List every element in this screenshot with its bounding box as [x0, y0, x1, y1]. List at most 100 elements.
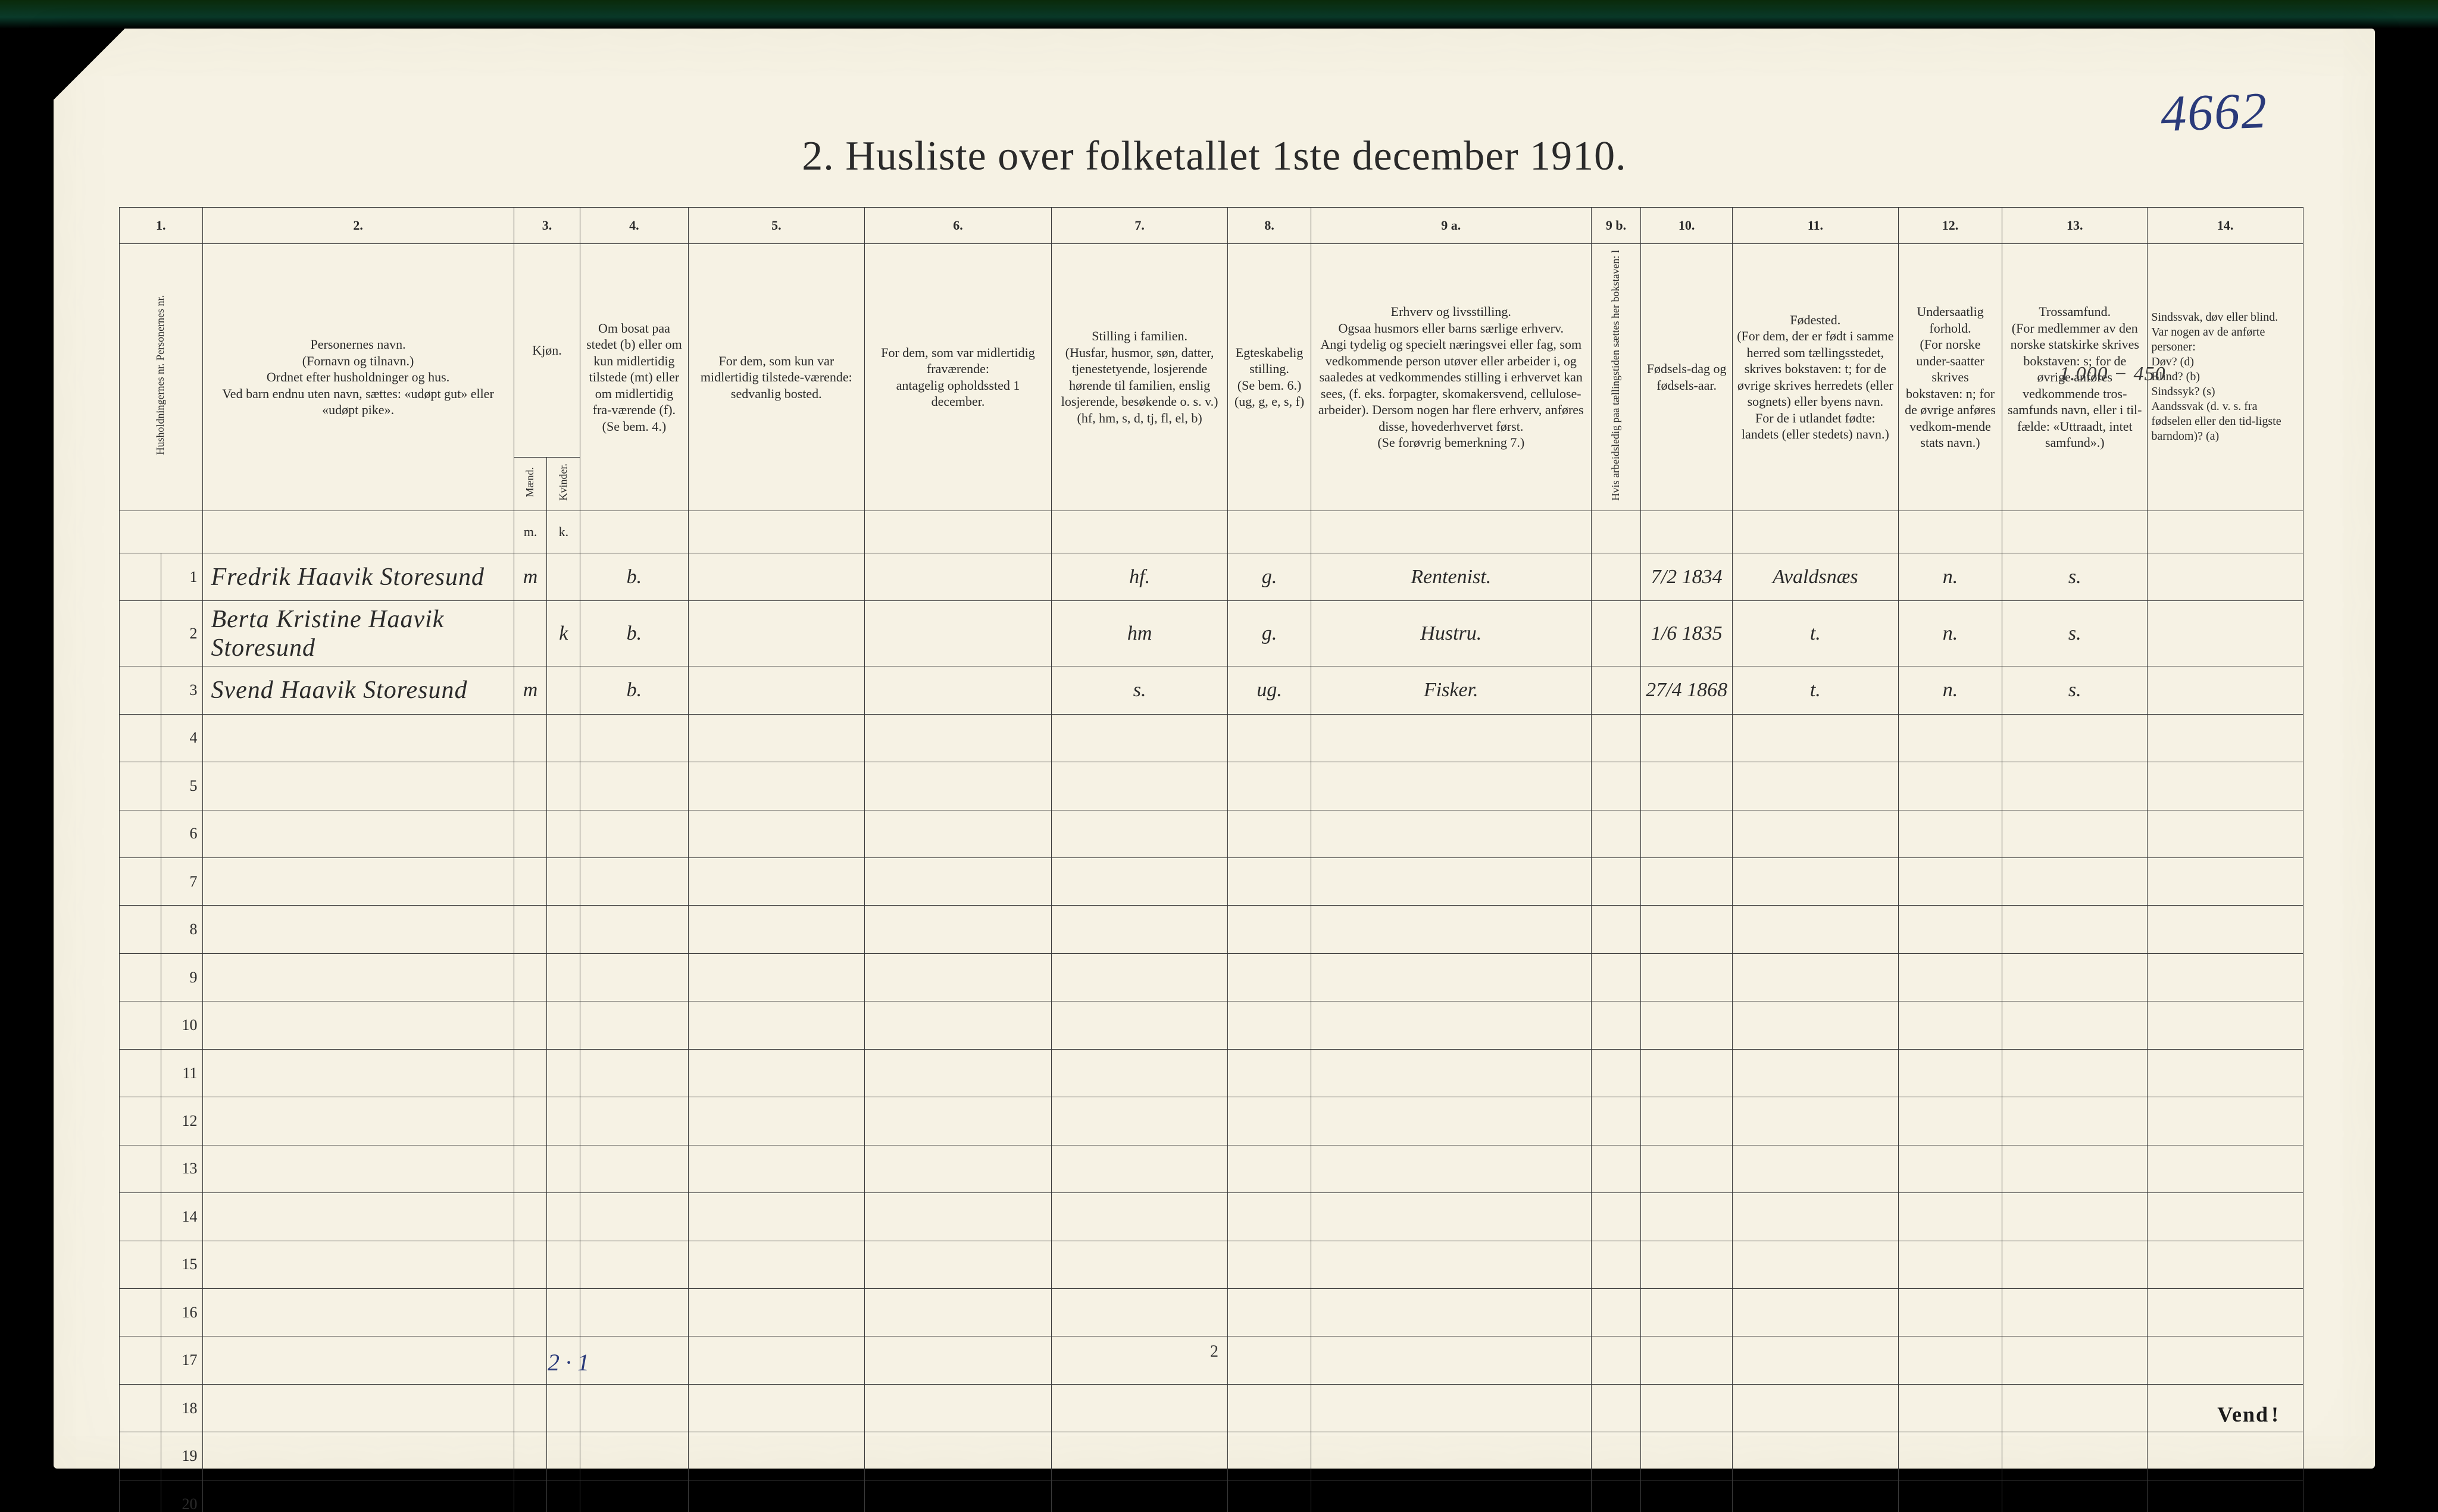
hdr-col12: Undersaatlig forhold. (For norske under-… — [1898, 244, 2002, 511]
cell: 8 — [161, 906, 202, 953]
cell — [1641, 1001, 1732, 1049]
cell — [1228, 1241, 1311, 1288]
cell: b. — [580, 553, 688, 600]
cell — [120, 1145, 161, 1192]
cell: 4 — [161, 714, 202, 762]
cell — [1311, 1241, 1591, 1288]
cell — [1732, 1001, 1898, 1049]
cell: 1/6 1835 — [1641, 601, 1732, 666]
cell — [1228, 1049, 1311, 1097]
hdr-col3: Kjøn. — [514, 244, 580, 458]
cell — [202, 953, 514, 1001]
cell — [2002, 1432, 2148, 1480]
cell — [514, 762, 547, 810]
cell — [1591, 601, 1641, 666]
cell — [580, 810, 688, 857]
cell — [1898, 906, 2002, 953]
cell — [1732, 1241, 1898, 1288]
cell — [580, 1480, 688, 1512]
header-row-labels: Husholdningernes nr. Personernes nr. Per… — [120, 244, 2303, 458]
cell: 16 — [161, 1288, 202, 1336]
cell — [1051, 1288, 1227, 1336]
table-head: 1. 2. 3. 4. 5. 6. 7. 8. 9 a. 9 b. 10. 11… — [120, 208, 2303, 553]
cell — [514, 1288, 547, 1336]
cell — [2148, 762, 2303, 810]
cell — [1591, 762, 1641, 810]
hdr-blank-9b — [1591, 511, 1641, 553]
cell — [1898, 1432, 2002, 1480]
cell — [1641, 714, 1732, 762]
cell — [1591, 1432, 1641, 1480]
cell — [865, 714, 1052, 762]
cell — [1641, 1288, 1732, 1336]
cell — [1228, 953, 1311, 1001]
cell — [514, 1145, 547, 1192]
hdr-col8: Egteskabelig stilling. (Se bem. 6.) (ug,… — [1228, 244, 1311, 511]
cell — [2002, 1049, 2148, 1097]
cell — [202, 762, 514, 810]
cell: 12 — [161, 1097, 202, 1145]
cell — [514, 1480, 547, 1512]
hdr-col7: Stilling i familien. (Husfar, husmor, sø… — [1051, 244, 1227, 511]
cell — [1051, 1097, 1227, 1145]
cell — [547, 762, 580, 810]
cell — [1898, 1288, 2002, 1336]
cell — [688, 810, 864, 857]
table-row: 1Fredrik Haavik Storesundmb.hf.g.Renteni… — [120, 553, 2303, 600]
colnum-11: 11. — [1732, 208, 1898, 244]
cell — [865, 1288, 1052, 1336]
cell — [1051, 1049, 1227, 1097]
cell: hf. — [1051, 553, 1227, 600]
cell — [120, 1432, 161, 1480]
cell — [514, 1001, 547, 1049]
hdr-col6: For dem, som var midlertidig fraværende:… — [865, 244, 1052, 511]
cell — [1591, 906, 1641, 953]
cell: g. — [1228, 601, 1311, 666]
cell — [1898, 762, 2002, 810]
cell: 14 — [161, 1193, 202, 1241]
cell — [202, 858, 514, 906]
cell — [1732, 1097, 1898, 1145]
hdr-blank-14 — [2148, 511, 2303, 553]
cell — [1732, 714, 1898, 762]
margin-note: 1.000 − 450 — [2059, 363, 2165, 386]
table-row: 7 — [120, 858, 2303, 906]
cell — [580, 714, 688, 762]
cell — [865, 1193, 1052, 1241]
header-row-mk: m. k. — [120, 511, 2303, 553]
cell — [1311, 1193, 1591, 1241]
corner-cut — [54, 29, 125, 100]
cell — [514, 601, 547, 666]
cell — [1591, 858, 1641, 906]
cell — [202, 906, 514, 953]
cell — [1591, 1145, 1641, 1192]
cell — [1228, 1480, 1311, 1512]
cell — [1228, 906, 1311, 953]
cell — [580, 906, 688, 953]
cell: Fredrik Haavik Storesund — [202, 553, 514, 600]
cell — [688, 953, 864, 1001]
cell — [865, 1097, 1052, 1145]
cell — [1898, 810, 2002, 857]
hdr-col14: Sindssvak, døv eller blind. Var nogen av… — [2148, 244, 2303, 511]
cell: Fisker. — [1311, 666, 1591, 714]
cell — [514, 1432, 547, 1480]
cell — [1732, 1432, 1898, 1480]
cell: Svend Haavik Storesund — [202, 666, 514, 714]
cell — [1311, 810, 1591, 857]
cell: 9 — [161, 953, 202, 1001]
cell: 6 — [161, 810, 202, 857]
cell — [2148, 810, 2303, 857]
cell — [688, 553, 864, 600]
cell — [2148, 666, 2303, 714]
cell — [120, 810, 161, 857]
cell — [1311, 953, 1591, 1001]
cell — [1732, 1384, 1898, 1432]
cell — [1641, 810, 1732, 857]
cell: m — [514, 666, 547, 714]
cell — [865, 553, 1052, 600]
hdr-col3-m-text: Mænd. — [524, 467, 536, 497]
table-row: 12 — [120, 1097, 2303, 1145]
hdr-blank-5 — [688, 511, 864, 553]
cell — [547, 1432, 580, 1480]
